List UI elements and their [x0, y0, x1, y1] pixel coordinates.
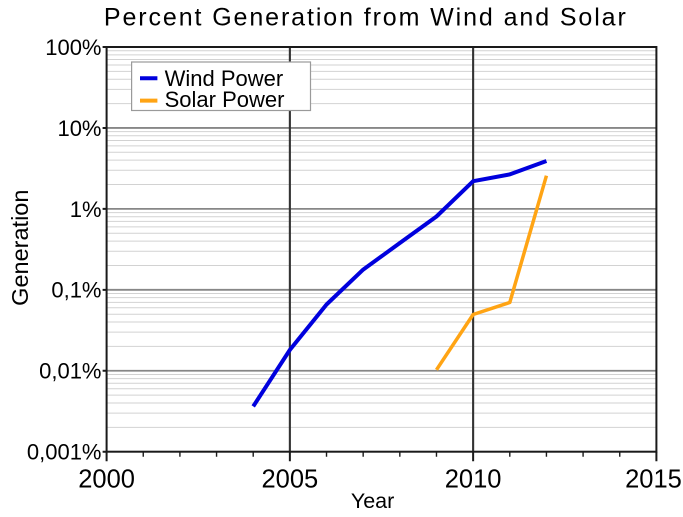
svg-text:Percent Generation from Wind a: Percent Generation from Wind and Solar — [104, 4, 628, 32]
svg-text:0,01%: 0,01% — [39, 359, 101, 384]
svg-text:Solar Power: Solar Power — [165, 87, 285, 112]
svg-text:0,1%: 0,1% — [51, 278, 101, 303]
svg-text:2005: 2005 — [262, 465, 319, 493]
svg-text:100%: 100% — [45, 35, 101, 60]
svg-text:Generation: Generation — [7, 190, 33, 306]
svg-text:1%: 1% — [70, 197, 102, 222]
svg-text:2010: 2010 — [445, 465, 502, 493]
svg-text:0,001%: 0,001% — [27, 440, 102, 465]
svg-text:Wind Power: Wind Power — [165, 66, 284, 91]
svg-text:2015: 2015 — [625, 465, 682, 493]
svg-text:Year: Year — [351, 489, 394, 512]
svg-text:10%: 10% — [57, 116, 101, 141]
svg-text:2000: 2000 — [78, 465, 135, 493]
